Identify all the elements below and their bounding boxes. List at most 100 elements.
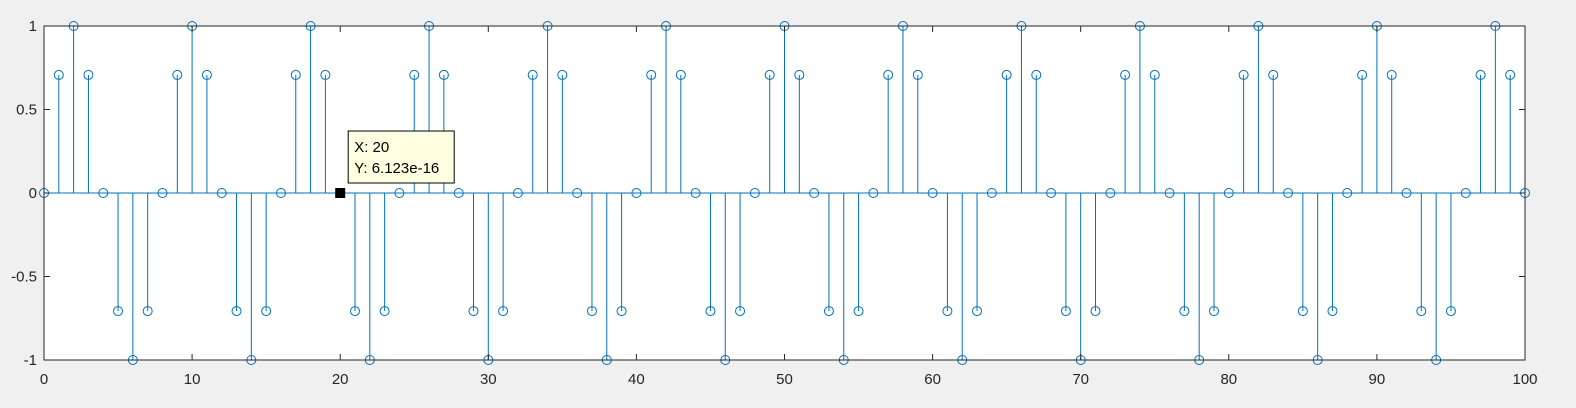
stem-point[interactable]: [735, 193, 746, 317]
stem-marker[interactable]: [809, 188, 820, 198]
stem-marker[interactable]: [320, 69, 331, 80]
stem-marker[interactable]: [1105, 188, 1116, 198]
stem-marker[interactable]: [927, 188, 938, 198]
stem-marker[interactable]: [1031, 69, 1042, 80]
stem-marker[interactable]: [83, 69, 94, 80]
stem-point[interactable]: [1297, 193, 1308, 317]
stem-marker[interactable]: [868, 188, 879, 198]
stem-point[interactable]: [942, 193, 953, 317]
stem-marker[interactable]: [646, 69, 657, 80]
stem-marker[interactable]: [883, 69, 894, 80]
stem-marker[interactable]: [379, 306, 390, 317]
stem-marker[interactable]: [394, 188, 405, 198]
stem-marker[interactable]: [350, 306, 361, 317]
stem-point[interactable]: [1223, 188, 1234, 198]
stem-point[interactable]: [1268, 69, 1279, 193]
stem-point[interactable]: [1327, 193, 1338, 317]
stem-marker[interactable]: [986, 188, 997, 198]
stem-marker[interactable]: [1342, 188, 1353, 198]
stem-point[interactable]: [261, 193, 272, 317]
stem-marker[interactable]: [216, 188, 227, 198]
stem-point[interactable]: [350, 193, 361, 317]
stem-marker[interactable]: [1001, 69, 1012, 80]
stem-marker[interactable]: [749, 188, 760, 198]
stem-point[interactable]: [1460, 188, 1471, 198]
stem-marker[interactable]: [275, 188, 286, 198]
stem-marker[interactable]: [764, 69, 775, 80]
stem-marker[interactable]: [1475, 69, 1486, 80]
stem-point[interactable]: [616, 193, 627, 317]
stem-point[interactable]: [1342, 188, 1353, 198]
stem-marker[interactable]: [1505, 69, 1516, 80]
stem-point[interactable]: [586, 193, 597, 317]
plot-axes[interactable]: 0 10 20 30 40 50 60 70 80 90 100 -1 -0.5 0 0.5 1: [11, 18, 1537, 388]
stem-point[interactable]: [113, 193, 124, 317]
stem-marker[interactable]: [1046, 188, 1057, 198]
stem-point[interactable]: [157, 188, 168, 198]
stem-point[interactable]: [512, 188, 523, 198]
stem-marker[interactable]: [113, 306, 124, 317]
stem-marker[interactable]: [98, 188, 109, 198]
stem-marker[interactable]: [1401, 188, 1412, 198]
stem-marker[interactable]: [1283, 188, 1294, 198]
stem-marker[interactable]: [498, 306, 509, 317]
stem-point[interactable]: [927, 188, 938, 198]
stem-point[interactable]: [53, 69, 64, 193]
stem-marker[interactable]: [172, 69, 183, 80]
stem-marker[interactable]: [53, 69, 64, 80]
stem-marker[interactable]: [912, 69, 923, 80]
stem-point[interactable]: [201, 69, 212, 193]
stem-marker[interactable]: [1238, 69, 1249, 80]
stem-point[interactable]: [453, 188, 464, 198]
stem-point[interactable]: [1357, 69, 1368, 193]
stem-marker[interactable]: [572, 188, 583, 198]
stem-point[interactable]: [379, 193, 390, 317]
stem-point[interactable]: [1445, 193, 1456, 317]
stem-point[interactable]: [853, 193, 864, 317]
stem-marker[interactable]: [616, 306, 627, 317]
stem-marker[interactable]: [690, 188, 701, 198]
stem-point[interactable]: [972, 193, 983, 317]
stem-point[interactable]: [1120, 69, 1131, 193]
stem-point[interactable]: [1164, 188, 1175, 198]
stem-marker[interactable]: [1357, 69, 1368, 80]
stem-point[interactable]: [498, 193, 509, 317]
stem-point[interactable]: [986, 188, 997, 198]
stem-point[interactable]: [172, 69, 183, 193]
stem-series[interactable]: [39, 21, 1530, 365]
stem-marker[interactable]: [853, 306, 864, 317]
stem-point[interactable]: [1105, 188, 1116, 198]
stem-point[interactable]: [1090, 193, 1101, 317]
stem-point[interactable]: [1001, 69, 1012, 193]
stem-point[interactable]: [1149, 69, 1160, 193]
stem-marker[interactable]: [527, 69, 538, 80]
stem-marker[interactable]: [972, 306, 983, 317]
stem-marker[interactable]: [1060, 306, 1071, 317]
stem-point[interactable]: [1416, 193, 1427, 317]
stem-marker[interactable]: [823, 306, 834, 317]
data-tip-box[interactable]: [347, 130, 455, 184]
stem-marker[interactable]: [1090, 306, 1101, 317]
stem-point[interactable]: [1060, 193, 1071, 317]
stem-point[interactable]: [394, 188, 405, 198]
stem-marker[interactable]: [1416, 306, 1427, 317]
stem-marker[interactable]: [1223, 188, 1234, 198]
stem-point[interactable]: [320, 69, 331, 193]
stem-point[interactable]: [98, 188, 109, 198]
stem-marker[interactable]: [1386, 69, 1397, 80]
stem-point[interactable]: [468, 193, 479, 317]
stem-marker[interactable]: [1120, 69, 1131, 80]
stem-point[interactable]: [216, 188, 227, 198]
stem-marker[interactable]: [1149, 69, 1160, 80]
stem-marker[interactable]: [705, 306, 716, 317]
stem-marker[interactable]: [1327, 306, 1338, 317]
stem-point[interactable]: [1401, 188, 1412, 198]
stem-marker[interactable]: [438, 69, 449, 80]
stem-point[interactable]: [1505, 69, 1516, 193]
stem-marker[interactable]: [1445, 306, 1456, 317]
data-tip-marker[interactable]: [335, 188, 346, 198]
stem-marker[interactable]: [1297, 306, 1308, 317]
stem-marker[interactable]: [942, 306, 953, 317]
stem-marker[interactable]: [557, 69, 568, 80]
stem-marker[interactable]: [231, 306, 242, 317]
